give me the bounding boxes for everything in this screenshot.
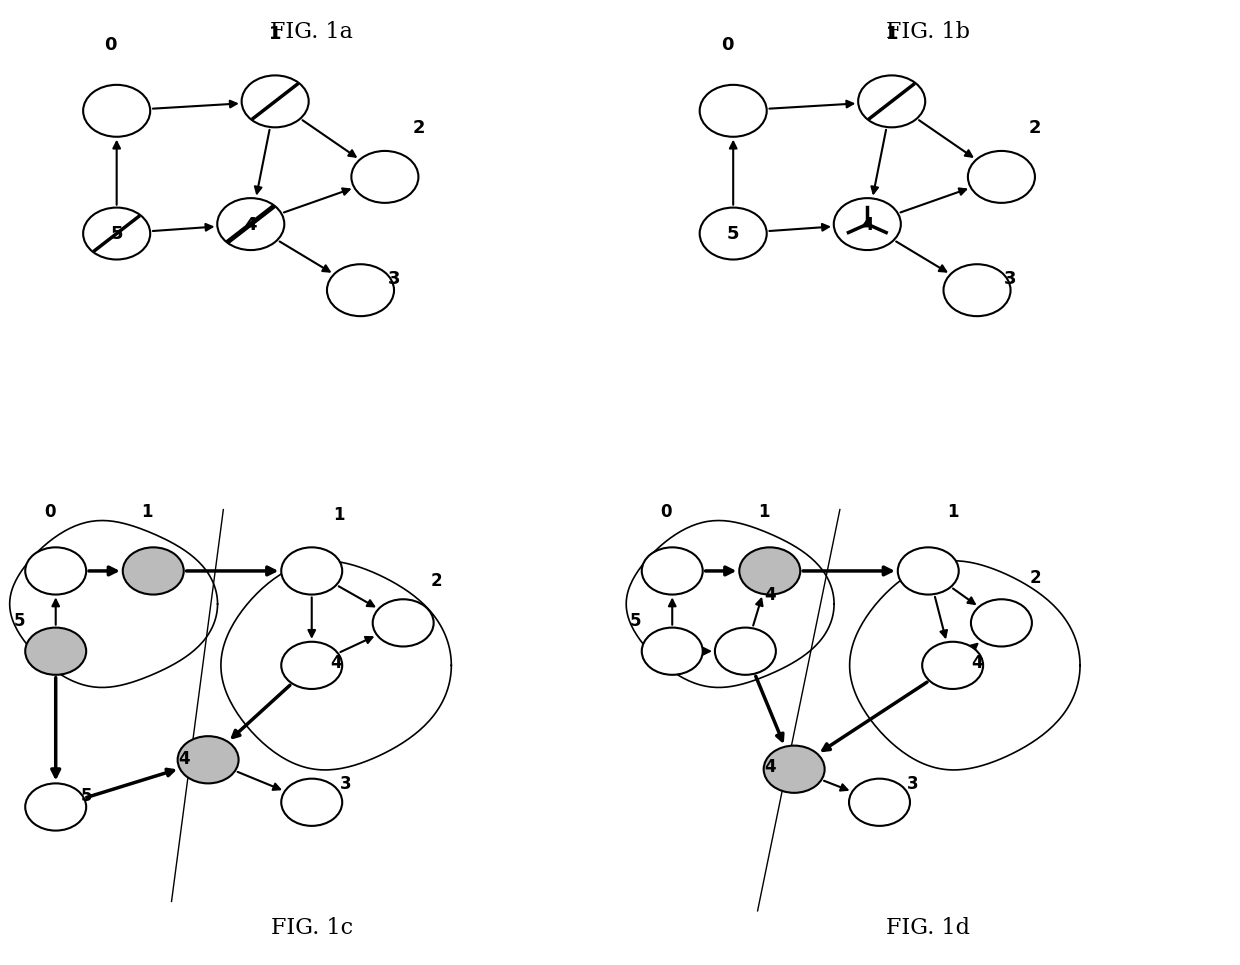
Text: 4: 4: [971, 654, 983, 673]
Circle shape: [177, 736, 238, 784]
Circle shape: [25, 784, 87, 831]
Text: 4: 4: [764, 586, 775, 604]
Circle shape: [858, 75, 925, 127]
Circle shape: [923, 642, 983, 689]
Circle shape: [327, 264, 394, 317]
Circle shape: [739, 547, 800, 594]
Circle shape: [699, 85, 766, 137]
Text: 4: 4: [330, 654, 342, 673]
Circle shape: [642, 547, 703, 594]
Circle shape: [25, 627, 87, 675]
Text: 1: 1: [947, 504, 959, 521]
Circle shape: [281, 779, 342, 826]
Circle shape: [944, 264, 1011, 317]
Text: 5: 5: [727, 225, 739, 243]
Circle shape: [281, 642, 342, 689]
Circle shape: [642, 627, 703, 675]
Text: 1: 1: [269, 25, 281, 43]
Text: 0: 0: [720, 36, 733, 54]
Circle shape: [123, 547, 184, 594]
Circle shape: [833, 198, 900, 250]
Text: 5: 5: [14, 612, 25, 630]
Circle shape: [83, 207, 150, 260]
Text: 5: 5: [630, 612, 641, 630]
Circle shape: [898, 547, 959, 594]
Text: 5: 5: [110, 225, 123, 243]
Text: 2: 2: [1029, 119, 1042, 137]
Circle shape: [699, 207, 766, 260]
Text: 2: 2: [430, 572, 443, 590]
Circle shape: [373, 599, 434, 647]
Text: 4: 4: [244, 215, 257, 234]
Text: 0: 0: [661, 504, 672, 521]
Circle shape: [281, 547, 342, 594]
Text: 1: 1: [885, 25, 898, 43]
Circle shape: [968, 151, 1035, 203]
Circle shape: [242, 75, 309, 127]
Text: 0: 0: [43, 504, 56, 521]
Circle shape: [217, 198, 284, 250]
Text: 3: 3: [340, 775, 351, 793]
Circle shape: [764, 746, 825, 793]
Circle shape: [25, 547, 87, 594]
Text: 1: 1: [141, 504, 153, 521]
Text: 3: 3: [908, 775, 919, 793]
Circle shape: [849, 779, 910, 826]
Text: 2: 2: [1029, 569, 1040, 588]
Text: 4: 4: [764, 758, 775, 776]
Text: FIG. 1c: FIG. 1c: [270, 917, 353, 939]
Circle shape: [971, 599, 1032, 647]
Text: 4: 4: [177, 750, 190, 768]
Text: 2: 2: [412, 119, 424, 137]
Text: 1: 1: [334, 506, 345, 524]
Text: FIG. 1d: FIG. 1d: [887, 917, 970, 939]
Text: FIG. 1a: FIG. 1a: [270, 21, 353, 43]
Circle shape: [351, 151, 418, 203]
Text: 3: 3: [388, 270, 401, 288]
Text: 3: 3: [1004, 270, 1017, 288]
Text: 0: 0: [104, 36, 117, 54]
Text: 1: 1: [758, 504, 770, 521]
Text: 4: 4: [861, 215, 873, 234]
Text: 5: 5: [81, 786, 92, 805]
Text: FIG. 1b: FIG. 1b: [887, 21, 970, 43]
Circle shape: [715, 627, 776, 675]
Circle shape: [83, 85, 150, 137]
